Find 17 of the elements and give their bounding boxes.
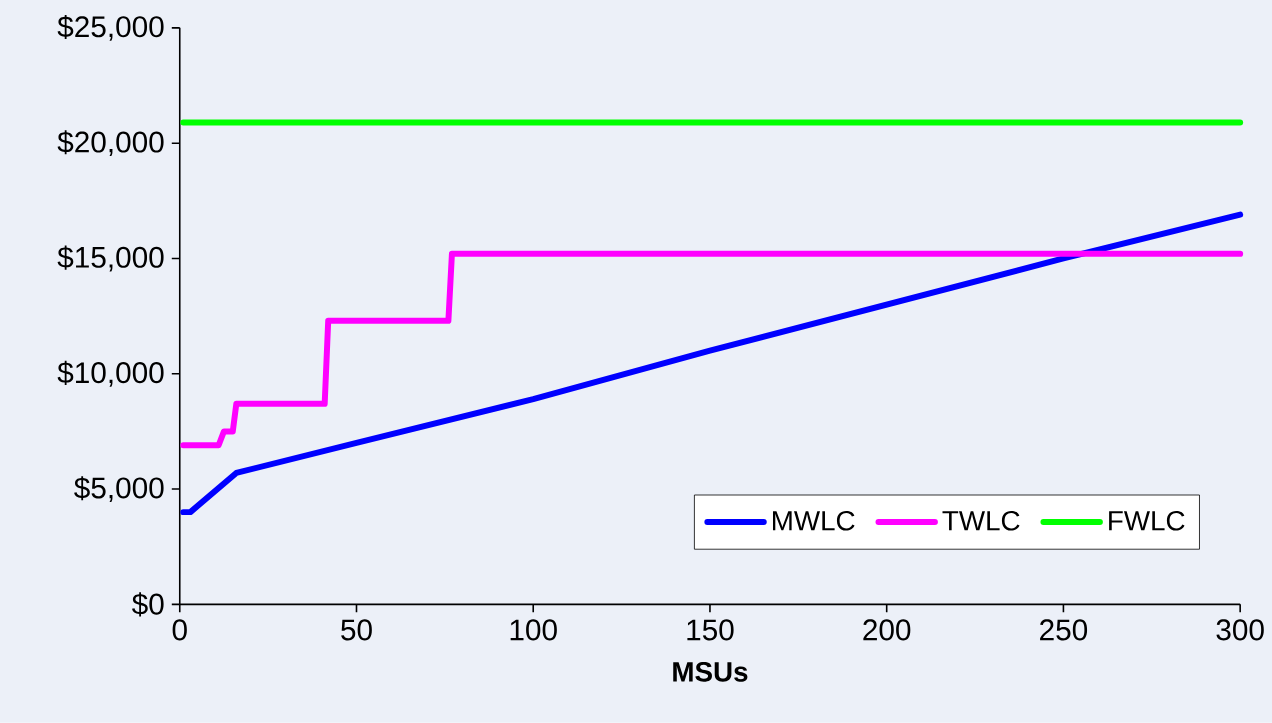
legend-label: MWLC <box>773 510 855 531</box>
x-tick-label: 0 <box>172 619 187 641</box>
y-tick-label: $0 <box>131 592 164 617</box>
x-tick-label: 100 <box>510 619 557 641</box>
y-tick-label: $20,000 <box>57 130 164 157</box>
y-tick-label: $25,000 <box>57 15 164 41</box>
legend-label: FWLC <box>1109 510 1185 531</box>
x-axis-title: MSUs <box>673 662 748 682</box>
x-tick-label: 250 <box>1040 619 1088 641</box>
x-tick-label: 200 <box>863 619 911 641</box>
y-tick-label: $5,000 <box>74 476 164 503</box>
x-tick-label: 300 <box>1216 619 1264 641</box>
legend-label: TWLC <box>942 510 1020 531</box>
x-tick-label: 50 <box>341 619 372 641</box>
x-tick-label: 150 <box>687 619 734 641</box>
y-tick-label: $10,000 <box>57 360 164 387</box>
y-tick-label: $15,000 <box>57 245 164 272</box>
